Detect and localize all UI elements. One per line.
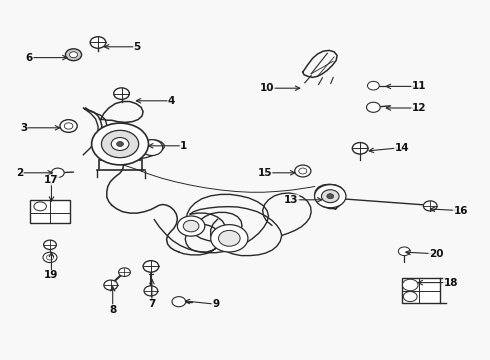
Circle shape xyxy=(101,130,139,158)
Circle shape xyxy=(367,102,380,112)
Circle shape xyxy=(117,141,123,147)
Circle shape xyxy=(327,194,334,199)
Circle shape xyxy=(423,201,437,211)
Bar xyxy=(402,278,440,303)
Circle shape xyxy=(398,247,410,256)
Text: 2: 2 xyxy=(16,168,23,178)
Circle shape xyxy=(44,240,56,249)
Text: 18: 18 xyxy=(443,278,458,288)
Circle shape xyxy=(403,292,417,302)
Circle shape xyxy=(70,52,77,58)
Circle shape xyxy=(92,123,148,165)
Text: 12: 12 xyxy=(412,103,426,113)
Text: 6: 6 xyxy=(26,53,33,63)
Circle shape xyxy=(141,140,163,156)
Circle shape xyxy=(143,261,159,272)
Text: 19: 19 xyxy=(44,270,59,280)
Circle shape xyxy=(219,230,240,246)
Circle shape xyxy=(43,252,57,262)
Circle shape xyxy=(295,165,311,177)
Text: 9: 9 xyxy=(212,299,219,309)
Circle shape xyxy=(64,123,73,129)
Text: 16: 16 xyxy=(453,206,468,216)
Text: 4: 4 xyxy=(168,96,175,106)
Circle shape xyxy=(172,297,186,307)
Circle shape xyxy=(299,168,307,174)
Text: 13: 13 xyxy=(284,195,299,205)
Circle shape xyxy=(144,286,158,296)
Circle shape xyxy=(183,220,199,232)
Text: 14: 14 xyxy=(394,143,409,153)
Circle shape xyxy=(51,168,64,177)
Circle shape xyxy=(104,280,118,290)
Circle shape xyxy=(47,255,53,260)
Text: 11: 11 xyxy=(412,81,426,91)
Text: 17: 17 xyxy=(44,175,59,185)
Circle shape xyxy=(315,185,346,208)
Circle shape xyxy=(119,268,130,276)
Circle shape xyxy=(211,225,248,252)
Text: 15: 15 xyxy=(257,168,272,178)
Bar xyxy=(30,200,70,223)
Text: 7: 7 xyxy=(148,299,156,309)
Circle shape xyxy=(368,81,379,90)
Circle shape xyxy=(352,143,368,154)
Circle shape xyxy=(111,138,129,150)
Circle shape xyxy=(177,216,205,236)
Circle shape xyxy=(90,37,106,48)
Text: 5: 5 xyxy=(134,42,141,52)
Text: 3: 3 xyxy=(20,123,27,133)
Text: 20: 20 xyxy=(429,249,443,259)
Circle shape xyxy=(114,88,129,99)
Circle shape xyxy=(321,190,339,203)
Text: 10: 10 xyxy=(260,83,274,93)
Circle shape xyxy=(65,49,81,61)
Text: 1: 1 xyxy=(180,141,187,151)
Text: 8: 8 xyxy=(109,305,116,315)
Circle shape xyxy=(402,279,418,291)
Circle shape xyxy=(60,120,77,132)
